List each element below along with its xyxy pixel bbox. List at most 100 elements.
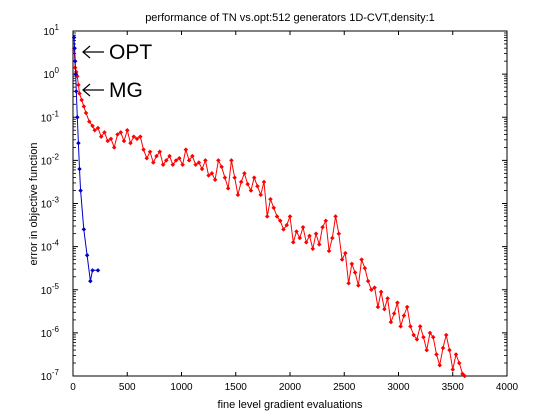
y-tick-label: 10-3 [41, 196, 60, 211]
series-opt-point [235, 192, 241, 198]
series-opt-point [427, 330, 433, 336]
series-opt-point [352, 270, 358, 275]
x-tick-label: 4000 [496, 382, 519, 393]
series-opt-point [388, 319, 394, 325]
series-opt-point [95, 125, 101, 131]
series-mg-point [77, 166, 82, 172]
series-opt-point [77, 91, 82, 96]
series-opt-point [356, 283, 361, 288]
series-opt-point [430, 334, 436, 340]
series-opt-point [453, 352, 459, 357]
x-tick-label: 0 [70, 382, 76, 393]
series-opt-point [421, 334, 426, 340]
series-opt-point [199, 166, 205, 172]
series-opt-point [150, 160, 156, 165]
y-tick-label: 10-4 [41, 239, 60, 254]
series-opt-point [118, 129, 124, 135]
series-opt-point [408, 324, 413, 329]
x-axis-ticks: 0 500 1000 1500 2000 2500 3000 3500 4000 [70, 31, 519, 393]
series-opt-point [346, 280, 351, 286]
series-mg-point [90, 267, 95, 273]
series-opt-point [209, 170, 215, 176]
series-opt-point [372, 285, 377, 290]
series-opt-point [83, 110, 89, 116]
series-opt-point [385, 296, 391, 301]
x-tick-label: 500 [119, 382, 136, 393]
x-tick-label: 3000 [387, 382, 410, 393]
series-opt-point [242, 170, 247, 176]
y-axis-ticks: 10-7 10-6 10-5 10-4 10-3 10-2 10-1 100 101 [41, 23, 507, 383]
y-axis-label: error in objective function [28, 143, 40, 266]
series-opt-point [391, 311, 397, 316]
series-opt-point [163, 158, 169, 163]
series-opt-point [274, 214, 280, 219]
series-opt-point [462, 373, 468, 379]
series-opt-point [111, 145, 117, 150]
series-opt-point [323, 218, 329, 224]
series-opt-point [414, 336, 420, 342]
series-opt-point [456, 360, 462, 366]
series-opt-point [417, 324, 423, 329]
series-opt-point [245, 181, 251, 187]
series-opt-point [424, 347, 430, 353]
series-opt-point [277, 218, 283, 224]
series-opt-point [329, 235, 335, 241]
series-opt-point [411, 332, 417, 338]
opt-arrow-head [82, 45, 91, 59]
y-tick-label: 101 [43, 23, 59, 38]
series-opt-point [437, 362, 443, 368]
series-mg-point [88, 278, 93, 284]
series-opt-point [284, 222, 290, 228]
series-opt-point [333, 214, 338, 219]
series-opt-point [167, 153, 172, 159]
x-tick-label: 2000 [279, 382, 302, 393]
annotation-opt: OPT [82, 41, 152, 64]
series-opt-point [307, 233, 312, 239]
series-opt-point [287, 214, 293, 219]
series-opt-point [154, 153, 159, 159]
series-opt-point [382, 306, 387, 312]
series-opt-point [398, 324, 404, 329]
series-mg-point [73, 71, 79, 77]
series-opt-point [359, 257, 364, 262]
series-opt-point [303, 239, 309, 245]
annotation-mg-label: MG [109, 79, 143, 102]
series-opt-point [141, 147, 146, 152]
series-mg-point [95, 267, 101, 273]
series-mg-point [72, 45, 77, 51]
series-opt-point [251, 175, 257, 180]
series-opt-point [137, 134, 143, 140]
series-opt-point [186, 158, 192, 163]
series-mg-point [71, 35, 77, 40]
series-opt-point [183, 147, 189, 152]
series-opt-point [180, 162, 185, 168]
series-opt-point [268, 196, 273, 202]
series-opt-point [342, 250, 348, 256]
series-opt-point [86, 119, 92, 124]
series-opt-point [258, 192, 264, 198]
series-mg-point [78, 188, 83, 193]
series-opt-point [170, 162, 176, 168]
series-opt-point [79, 97, 85, 103]
series-opt-point [144, 155, 150, 161]
series-opt-point [264, 214, 270, 219]
series-opt-point [121, 138, 127, 144]
series-opt-point [320, 224, 325, 230]
y-tick-label: 10-1 [41, 109, 60, 124]
series-opt-point [404, 304, 410, 310]
series-opt-point [124, 127, 130, 133]
y-tick-label: 100 [43, 66, 59, 81]
series-opt-point [339, 257, 345, 262]
series-opt-point [261, 179, 267, 185]
series-opt-point [349, 261, 355, 267]
series-opt-point [105, 138, 111, 144]
series-opt-point [98, 134, 104, 140]
series-opt-point [176, 155, 182, 161]
series-mg [71, 35, 101, 284]
series-opt-point [297, 235, 303, 241]
series-mg-point [72, 58, 78, 64]
series-opt [71, 45, 468, 379]
series-opt-point [193, 162, 198, 168]
series-mg-point [81, 227, 87, 232]
